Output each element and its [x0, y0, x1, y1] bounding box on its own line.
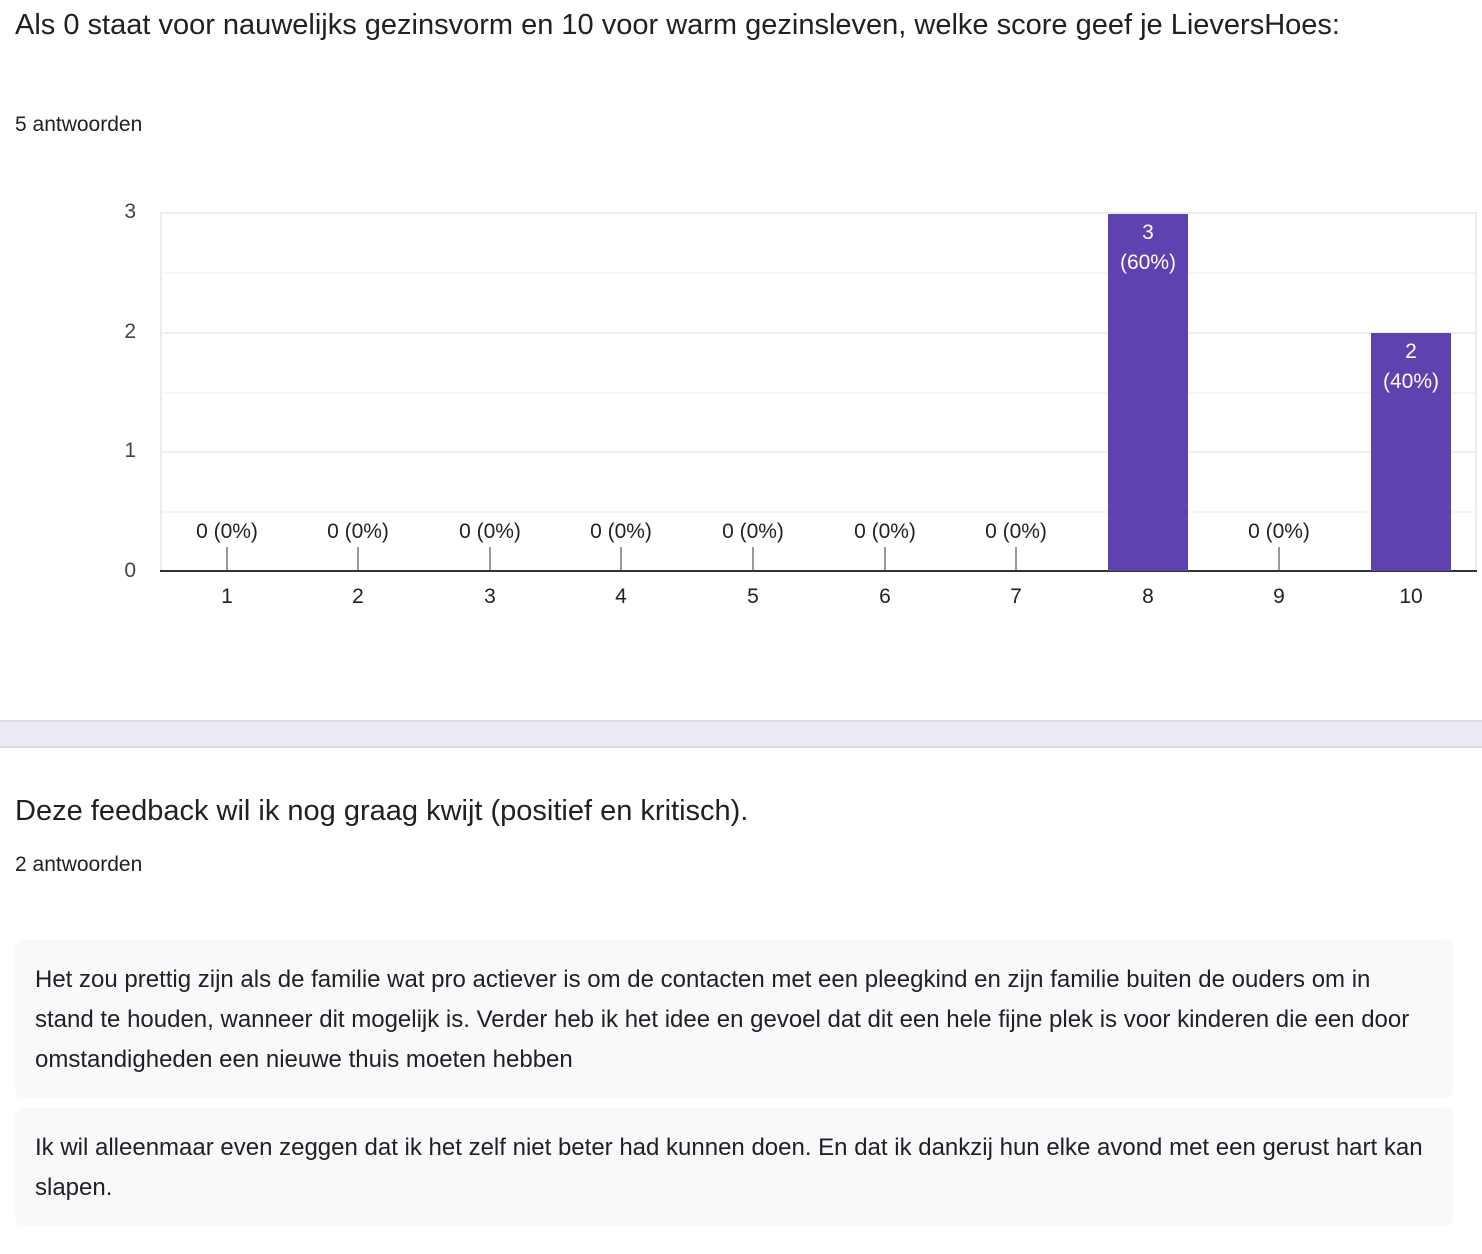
bar-value: 2 — [1405, 340, 1417, 363]
label-stem — [620, 547, 622, 570]
gridline — [162, 272, 1475, 274]
response-card: Ik wil alleenmaar even zeggen dat ik het… — [15, 1108, 1453, 1226]
data-label: 0 (0%) — [459, 520, 521, 543]
x-axis-line — [160, 570, 1477, 572]
bar-percent: (40%) — [1382, 370, 1440, 393]
gridline — [162, 332, 1475, 334]
y-tick: 0 — [124, 559, 136, 582]
response-count: 2 antwoorden — [15, 853, 143, 876]
question-title: Deze feedback wil ik nog graag kwijt (po… — [15, 795, 749, 827]
response-count: 5 antwoorden — [15, 113, 143, 136]
bar-label: 2 (40%) — [1371, 337, 1451, 397]
question-title: Als 0 staat voor nauwelijks gezinsvorm e… — [15, 9, 1340, 41]
gridline — [162, 451, 1475, 453]
plot-area — [160, 212, 1477, 571]
x-tick: 7 — [1010, 585, 1022, 608]
y-tick: 2 — [124, 320, 136, 343]
x-tick: 10 — [1399, 585, 1423, 608]
x-tick: 8 — [1142, 585, 1154, 608]
x-tick: 5 — [747, 585, 759, 608]
x-tick: 2 — [352, 585, 364, 608]
bar-percent: (60%) — [1119, 251, 1177, 274]
label-stem — [752, 547, 754, 570]
x-tick: 4 — [615, 585, 627, 608]
label-stem — [1278, 547, 1280, 570]
data-label: 0 (0%) — [196, 520, 258, 543]
data-label: 0 (0%) — [590, 520, 652, 543]
gridline — [162, 511, 1475, 513]
section-divider — [0, 720, 1482, 748]
bar-label: 3 (60%) — [1108, 218, 1188, 278]
gridline — [162, 392, 1475, 394]
x-tick: 3 — [484, 585, 496, 608]
bar-value: 3 — [1142, 221, 1154, 244]
bar-10[interactable]: 2 (40%) — [1371, 333, 1451, 571]
label-stem — [884, 547, 886, 570]
x-tick: 6 — [879, 585, 891, 608]
bar-chart: 3 2 1 0 0 (0%) 0 (0%) 0 (0%) 0 (0%) 0 (0… — [0, 195, 1482, 625]
label-stem — [226, 547, 228, 570]
x-tick: 9 — [1273, 585, 1285, 608]
y-tick: 3 — [124, 200, 136, 223]
data-label: 0 (0%) — [722, 520, 784, 543]
data-label: 0 (0%) — [327, 520, 389, 543]
label-stem — [489, 547, 491, 570]
label-stem — [1015, 547, 1017, 570]
response-card: Het zou prettig zijn als de familie wat … — [15, 940, 1453, 1098]
data-label: 0 (0%) — [1248, 520, 1310, 543]
data-label: 0 (0%) — [854, 520, 916, 543]
data-label: 0 (0%) — [985, 520, 1047, 543]
label-stem — [357, 547, 359, 570]
bar-8[interactable]: 3 (60%) — [1108, 214, 1188, 571]
x-tick: 1 — [221, 585, 233, 608]
y-tick: 1 — [124, 439, 136, 462]
